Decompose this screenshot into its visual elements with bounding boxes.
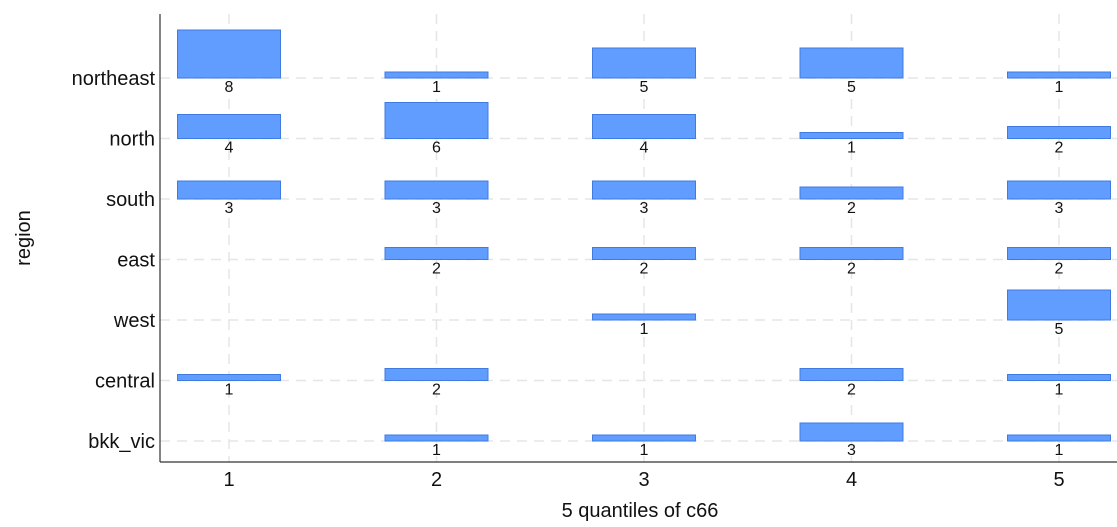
bar-south-q3	[592, 180, 696, 200]
gridlines	[160, 14, 1117, 462]
count-label-bkk_vic-q3: 1	[640, 442, 649, 459]
y-tick-label: central	[95, 371, 155, 393]
bar-east-q5	[1007, 247, 1111, 260]
y-tick-label: northeast	[72, 68, 156, 90]
bar-northeast-q5	[1007, 71, 1111, 79]
bar-east-q2	[384, 247, 489, 260]
y-axis-title: region	[13, 210, 35, 266]
count-label-northeast-q2: 1	[432, 79, 441, 96]
count-label-bkk_vic-q5: 1	[1055, 442, 1064, 459]
bar-northeast-q1	[177, 29, 281, 79]
bar-east-q4	[799, 247, 904, 260]
bar-bkk_vic-q5	[1007, 434, 1111, 442]
bar-bkk_vic-q2	[384, 434, 489, 442]
count-label-northeast-q1: 8	[225, 79, 234, 96]
count-label-north-q2: 6	[432, 140, 441, 157]
bars-layer: 8 1 5 5 1 4 6 4 1 2 3 3 3 2 3 2 2 2 2 1 5 1 2 2 1 1 1 3 1	[177, 29, 1111, 459]
bar-central-q1	[177, 374, 281, 381]
count-label-east-q5: 2	[1055, 261, 1064, 278]
x-tick-labels: 1 2 3 4 5	[223, 469, 1064, 491]
count-label-bkk_vic-q2: 1	[432, 442, 441, 459]
bar-south-q4	[799, 186, 904, 200]
bar-bkk_vic-q3	[592, 434, 696, 442]
count-label-northeast-q3: 5	[640, 79, 649, 96]
count-label-north-q4: 1	[847, 140, 856, 157]
x-tick-label: 4	[846, 469, 857, 491]
count-label-south-q1: 3	[225, 200, 234, 217]
bar-south-q5	[1007, 180, 1111, 200]
x-tick-label: 3	[638, 469, 649, 491]
bar-central-q5	[1007, 374, 1111, 381]
bar-south-q2	[384, 180, 489, 200]
bar-west-q5	[1007, 289, 1111, 321]
bar-central-q2	[384, 368, 489, 381]
count-label-north-q3: 4	[640, 140, 649, 157]
y-tick-label: south	[106, 189, 155, 211]
x-tick-label: 5	[1053, 469, 1064, 491]
bar-northeast-q4	[799, 47, 904, 79]
count-label-central-q5: 1	[1055, 382, 1064, 399]
count-label-south-q5: 3	[1055, 200, 1064, 217]
bar-north-q2	[384, 102, 489, 139]
y-tick-label: east	[117, 250, 155, 272]
count-label-west-q3: 1	[640, 321, 649, 338]
bar-north-q3	[592, 114, 696, 139]
count-label-south-q2: 3	[432, 200, 441, 217]
bar-northeast-q3	[592, 47, 696, 79]
bar-north-q4	[799, 132, 904, 139]
count-label-east-q4: 2	[847, 261, 856, 278]
bar-northeast-q2	[384, 71, 489, 79]
count-label-west-q5: 5	[1055, 321, 1064, 338]
axes	[159, 14, 1117, 463]
bar-north-q5	[1007, 126, 1111, 139]
bar-south-q1	[177, 180, 281, 200]
count-label-south-q3: 3	[640, 200, 649, 217]
bar-central-q4	[799, 368, 904, 381]
x-tick-label: 2	[431, 469, 442, 491]
count-label-northeast-q4: 5	[847, 79, 856, 96]
x-tick-label: 1	[223, 469, 234, 491]
bar-bkk_vic-q4	[799, 422, 904, 442]
count-label-south-q4: 2	[847, 200, 856, 217]
x-axis-title: 5 quantiles of c66	[562, 500, 719, 522]
count-label-bkk_vic-q4: 3	[847, 442, 856, 459]
count-label-east-q2: 2	[432, 261, 441, 278]
count-label-central-q4: 2	[847, 382, 856, 399]
count-label-northeast-q5: 1	[1055, 79, 1064, 96]
count-label-north-q5: 2	[1055, 140, 1064, 157]
y-tick-label: north	[109, 129, 155, 151]
y-tick-label: west	[113, 310, 156, 332]
count-label-east-q3: 2	[640, 261, 649, 278]
count-label-central-q2: 2	[432, 382, 441, 399]
bar-east-q3	[592, 247, 696, 260]
bar-west-q3	[592, 313, 696, 321]
bar-north-q1	[177, 114, 281, 139]
y-tick-labels: northeast north south east west central bkk_vi…	[72, 68, 156, 453]
count-label-central-q1: 1	[225, 382, 234, 399]
y-tick-label: bkk_vic	[88, 431, 155, 453]
count-label-north-q1: 4	[225, 140, 234, 157]
